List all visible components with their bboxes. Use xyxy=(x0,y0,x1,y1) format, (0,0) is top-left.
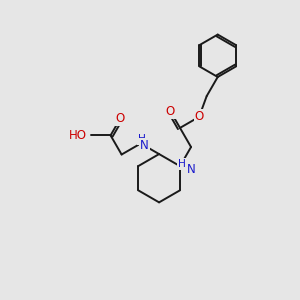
Text: O: O xyxy=(194,110,204,123)
Text: O: O xyxy=(166,105,175,118)
Text: H: H xyxy=(178,159,185,169)
Text: N: N xyxy=(140,139,148,152)
Text: O: O xyxy=(116,112,125,125)
Text: N: N xyxy=(187,163,196,176)
Text: HO: HO xyxy=(69,129,87,142)
Text: H: H xyxy=(138,134,146,144)
